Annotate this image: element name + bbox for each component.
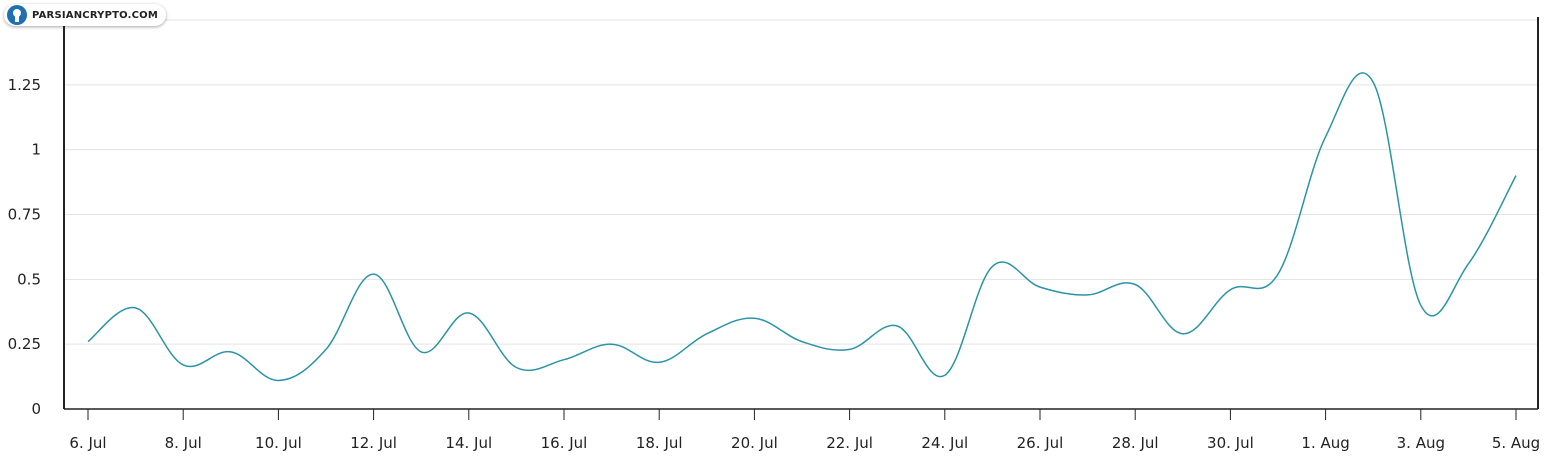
- watermark-text: PARSIANCRYPTO.COM: [32, 9, 159, 21]
- x-tick-label: 28. Jul: [1112, 434, 1159, 452]
- x-tick-label: 10. Jul: [255, 434, 302, 452]
- grid-lines: [64, 19, 1538, 345]
- x-tick-label: 20. Jul: [731, 434, 778, 452]
- x-tick-label: 14. Jul: [445, 434, 492, 452]
- x-tick-label: 5. Aug: [1492, 434, 1540, 452]
- x-tick-label: 8. Jul: [165, 434, 202, 452]
- x-tick-label: 22. Jul: [826, 434, 873, 452]
- y-tick-label: 1.25: [8, 76, 41, 94]
- x-tick-label: 30. Jul: [1207, 434, 1254, 452]
- x-tick-label: 26. Jul: [1017, 434, 1064, 452]
- x-tick-label: 16. Jul: [541, 434, 588, 452]
- y-tick-label: 0.25: [8, 335, 41, 353]
- y-tick-label: 0: [31, 400, 41, 418]
- y-tick-label: 0.5: [17, 270, 41, 288]
- x-tick-label: 3. Aug: [1397, 434, 1445, 452]
- x-tick-label: 6. Jul: [69, 434, 106, 452]
- y-tick-label: 1: [31, 141, 41, 159]
- parsiancrypto-logo-icon: [7, 5, 27, 25]
- series-line: [87, 72, 1517, 382]
- x-tick-label: 24. Jul: [921, 434, 968, 452]
- x-axis-ticks: 6. Jul 8. Jul 10. Jul 12. Jul 14. Jul 16. Jul…: [69, 409, 1540, 452]
- watermark: PARSIANCRYPTO.COM: [4, 4, 167, 26]
- x-tick-label: 1. Aug: [1301, 434, 1349, 452]
- x-tick-label: 12. Jul: [350, 434, 397, 452]
- y-tick-label: 0.75: [8, 206, 41, 224]
- x-tick-label: 18. Jul: [636, 434, 683, 452]
